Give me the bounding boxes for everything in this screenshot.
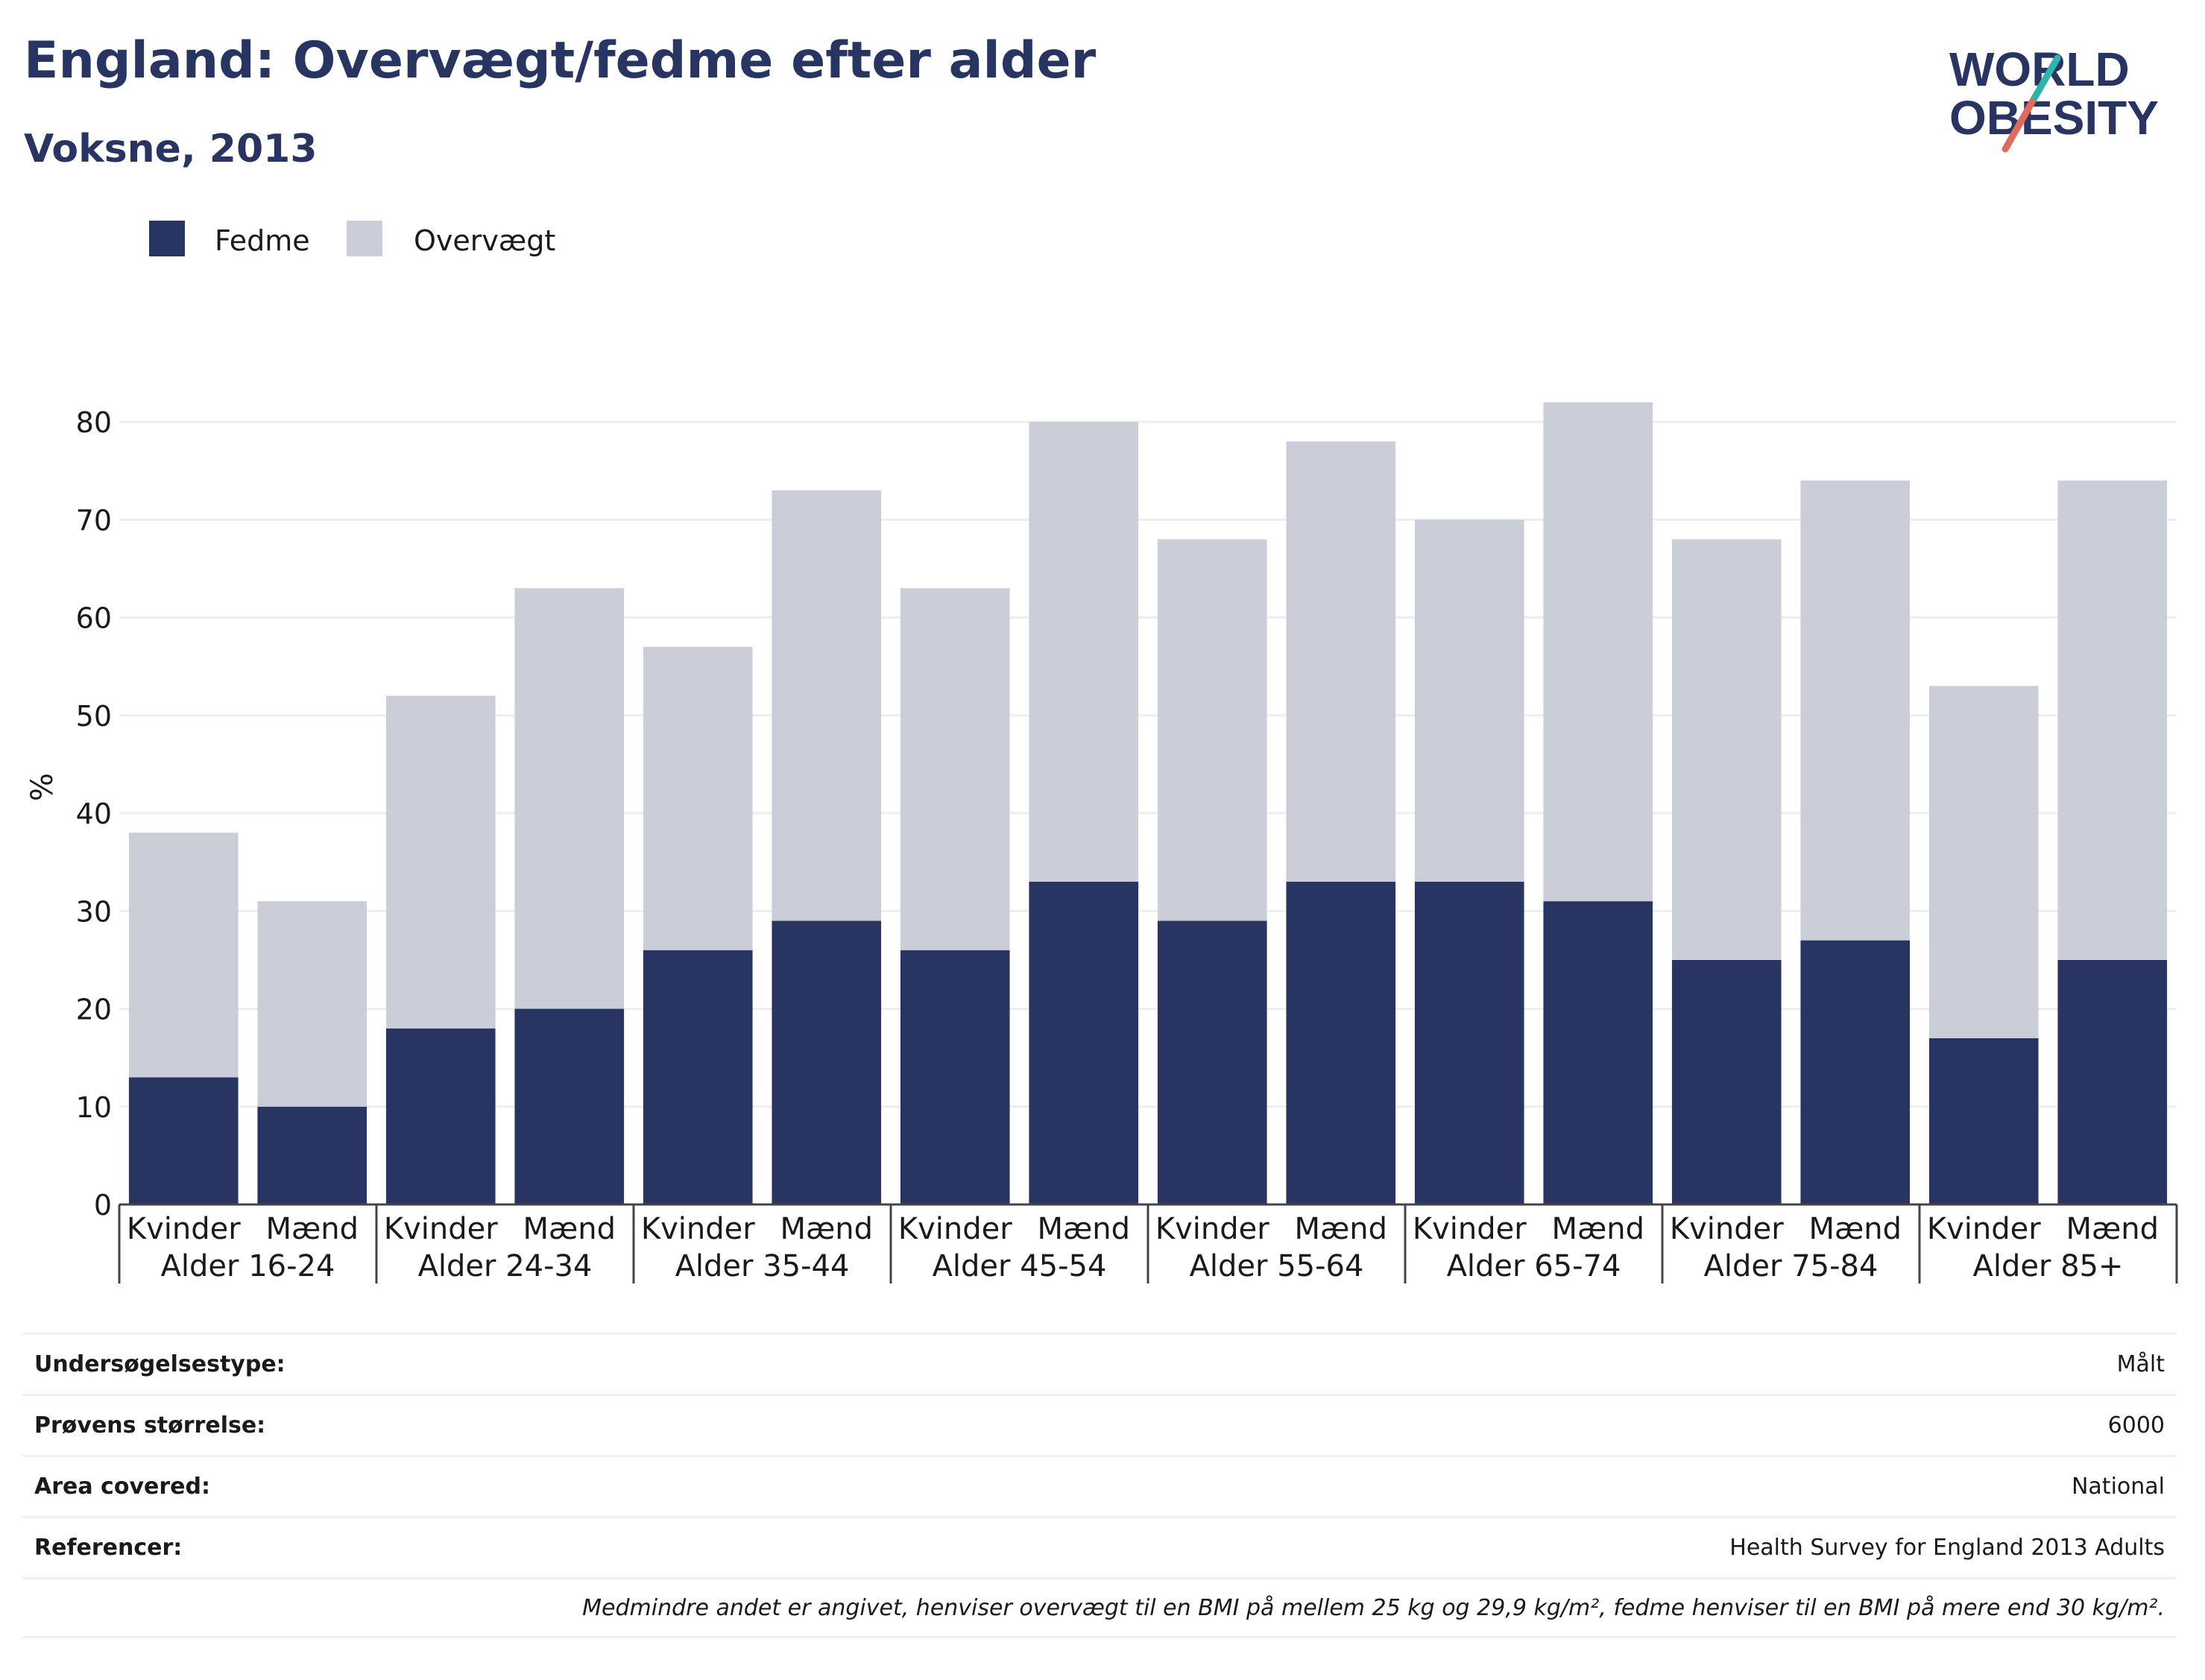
x-tick-label-sex: Kvinder xyxy=(1155,1212,1269,1246)
bar-overvaegt xyxy=(1414,520,1524,882)
legend-swatch-fedme xyxy=(149,221,185,256)
bar-overvaegt xyxy=(2057,480,2168,960)
x-tick-label-sex: Mænd xyxy=(265,1212,359,1246)
bar-fedme xyxy=(772,920,882,1204)
bar-fedme xyxy=(1029,881,1139,1204)
info-row-survey-type: Undersøgelsestype: Målt xyxy=(22,1333,2177,1394)
bar-fedme xyxy=(257,1106,368,1204)
x-tick-label-sex: Kvinder xyxy=(641,1212,755,1246)
bar-overvaegt xyxy=(1543,402,1653,902)
x-group-label: Alder 16-24 xyxy=(161,1249,335,1283)
x-tick-label-sex: Mænd xyxy=(780,1212,873,1246)
y-tick-labels: 0 10 20 30 40 50 60 70 80 xyxy=(76,406,112,1222)
x-tick-label-sex: Mænd xyxy=(2066,1212,2159,1246)
x-tick-label-sex: Mænd xyxy=(1294,1212,1387,1246)
info-value: 6000 xyxy=(2107,1412,2165,1439)
chart-legend: Fedme Overvægt xyxy=(149,221,555,257)
info-label: Prøvens størrelse: xyxy=(34,1412,266,1439)
bar-overvaegt xyxy=(772,490,882,921)
bar-fedme xyxy=(1928,1038,2039,1204)
bar-overvaegt xyxy=(1800,480,1911,941)
y-tick-label: 0 xyxy=(94,1189,112,1222)
note-text: Medmindre andet er angivet, henviser ove… xyxy=(582,1594,2165,1621)
x-tick-label-sex: Kvinder xyxy=(127,1212,241,1246)
bar-overvaegt xyxy=(1928,686,2039,1038)
x-tick-label-sex: Kvinder xyxy=(1927,1212,2041,1246)
chart-title: England: Overvægt/fedme efter alder xyxy=(24,31,1097,90)
info-label: Referencer: xyxy=(34,1535,183,1561)
bar-overvaegt xyxy=(900,588,1010,950)
bar-fedme xyxy=(1671,959,1782,1204)
x-axis: Kvinder Mænd Kvinder Mænd Kvinder Mænd Kvinder… xyxy=(118,1203,2178,1283)
bar-fedme xyxy=(1286,881,1396,1204)
x-tick-label-sex: Kvinder xyxy=(1670,1212,1784,1246)
x-tick-label-sex: Kvinder xyxy=(898,1212,1012,1246)
bar-overvaegt xyxy=(1286,441,1396,882)
legend-label-fedme: Fedme xyxy=(215,224,310,257)
bar-overvaegt xyxy=(643,646,753,950)
bar-overvaegt xyxy=(128,833,239,1078)
legend-swatch-overvaegt xyxy=(347,221,382,256)
x-tick-label-sex: Mænd xyxy=(523,1212,616,1246)
bar-chart: Fedme Overvægt 0 10 20 30 40 50 60 70 80 Kvinder… xyxy=(25,221,2178,1283)
info-label: Undersøgelsestype: xyxy=(34,1351,286,1377)
info-label: Area covered: xyxy=(34,1474,210,1500)
bar-overvaegt xyxy=(1029,422,1139,882)
info-row-area-covered: Area covered: National xyxy=(22,1455,2177,1516)
y-tick-label: 60 xyxy=(76,602,112,635)
world-obesity-logo: WORLD OBESITY xyxy=(1949,42,2159,153)
info-row-sample-size: Prøvens størrelse: 6000 xyxy=(22,1394,2177,1455)
legend-label-overvaegt: Overvægt xyxy=(414,224,555,257)
x-group-label: Alder 45-54 xyxy=(933,1249,1107,1283)
y-axis-label: % xyxy=(25,773,60,801)
y-tick-label: 40 xyxy=(76,798,112,830)
y-tick-label: 80 xyxy=(76,406,112,439)
x-tick-label-sex: Kvinder xyxy=(1413,1212,1527,1246)
bar-fedme xyxy=(514,1008,625,1204)
x-tick-label-sex: Kvinder xyxy=(384,1212,498,1246)
x-tick-label-sex: Mænd xyxy=(1551,1212,1644,1246)
y-tick-label: 70 xyxy=(76,504,112,537)
bar-fedme xyxy=(2057,959,2168,1204)
bar-fedme xyxy=(385,1028,496,1204)
bar-overvaegt xyxy=(257,901,368,1107)
bar-fedme xyxy=(1800,940,1911,1204)
bar-overvaegt xyxy=(1157,539,1267,921)
info-row-references: Referencer: Health Survey for England 20… xyxy=(22,1516,2177,1577)
chart-subtitle: Voksne, 2013 xyxy=(24,127,318,171)
info-value: Health Survey for England 2013 Adults xyxy=(1729,1535,2165,1561)
bar-overvaegt xyxy=(514,588,625,1009)
logo-red-stroke xyxy=(2001,93,2039,153)
y-tick-label: 10 xyxy=(76,1091,112,1124)
x-group-label: Alder 35-44 xyxy=(675,1249,850,1283)
logo-teal-stroke xyxy=(2031,54,2061,101)
bar-fedme xyxy=(1543,901,1653,1204)
info-value: National xyxy=(2071,1474,2165,1500)
x-group-label: Alder 24-34 xyxy=(418,1249,593,1283)
logo-line2: OBESITY xyxy=(1949,91,2159,145)
bar-overvaegt xyxy=(385,695,496,1029)
y-tick-label: 20 xyxy=(76,994,112,1026)
y-tick-label: 30 xyxy=(76,895,112,928)
x-tick-label-sex: Mænd xyxy=(1808,1212,1902,1246)
info-value: Målt xyxy=(2116,1351,2165,1377)
bar-fedme xyxy=(643,950,753,1204)
bars xyxy=(128,402,2168,1204)
x-group-label: Alder 75-84 xyxy=(1704,1249,1878,1283)
bar-fedme xyxy=(1157,920,1267,1204)
x-tick-label-sex: Mænd xyxy=(1037,1212,1130,1246)
bar-overvaegt xyxy=(1671,539,1782,960)
bar-fedme xyxy=(128,1077,239,1204)
x-group-label: Alder 65-74 xyxy=(1447,1249,1621,1283)
info-table: Undersøgelsestype: Målt Prøvens størrels… xyxy=(22,1333,2177,1638)
x-group-label: Alder 55-64 xyxy=(1190,1249,1364,1283)
y-tick-label: 50 xyxy=(76,700,112,733)
bar-fedme xyxy=(1414,881,1524,1204)
x-group-label: Alder 85+ xyxy=(1972,1249,2123,1283)
definition-note: Medmindre andet er angivet, henviser ove… xyxy=(22,1577,2177,1638)
bar-fedme xyxy=(900,950,1010,1204)
